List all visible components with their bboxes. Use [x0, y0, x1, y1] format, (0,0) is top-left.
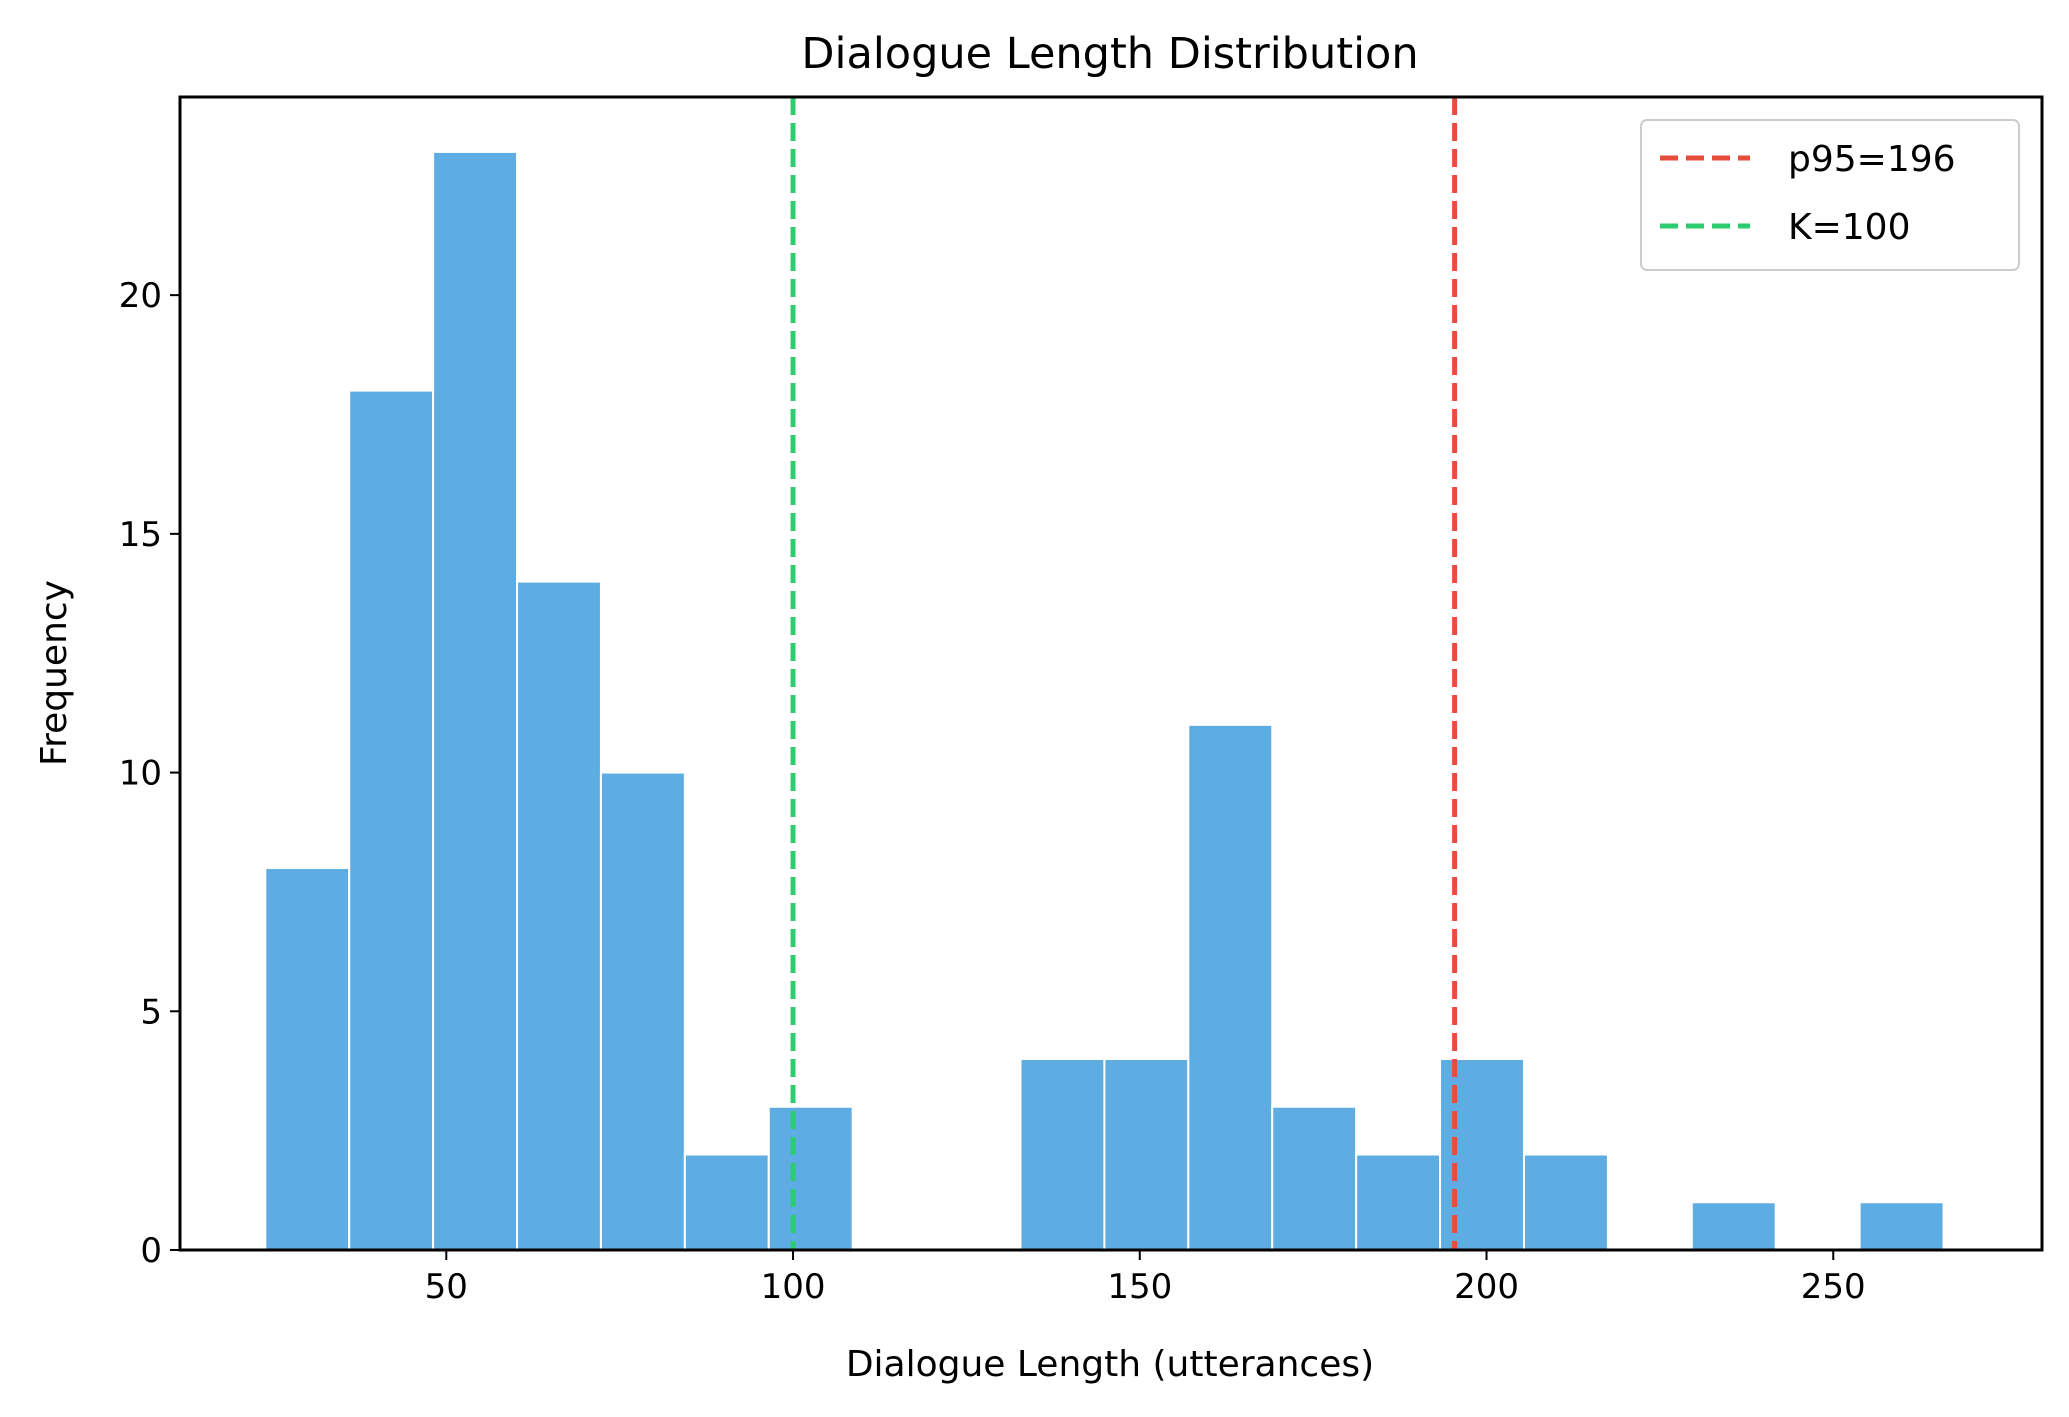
histogram-bar — [1858, 1201, 1945, 1251]
x-tick-label: 250 — [1801, 1267, 1866, 1307]
legend-box — [1640, 119, 2020, 271]
y-tick-label: 0 — [140, 1231, 162, 1271]
legend-label: K=100 — [1788, 207, 1910, 248]
x-tick-label: 50 — [425, 1267, 468, 1307]
legend: p95=196 K=100 — [1640, 119, 2020, 271]
histogram-bar — [1271, 1105, 1358, 1251]
y-tick-label: 10 — [119, 754, 162, 794]
histogram-bar — [264, 867, 351, 1251]
reference-lines — [790, 97, 1458, 1250]
y-tick-label: 20 — [119, 276, 162, 316]
y-tick-label: 15 — [119, 515, 162, 555]
histogram-bar — [1187, 723, 1274, 1251]
histogram-bar — [348, 389, 435, 1252]
histogram-bar — [767, 1105, 854, 1251]
histogram-bar — [432, 150, 519, 1251]
histogram-bar — [1103, 1058, 1190, 1251]
x-axis-label: Dialogue Length (utterances) — [846, 1344, 1374, 1385]
histogram-bar — [1522, 1153, 1609, 1251]
chart-title: Dialogue Length Distribution — [801, 29, 1418, 79]
histogram-bar — [1355, 1153, 1442, 1251]
x-tick-label: 100 — [761, 1267, 826, 1307]
x-axis-ticks: 50 100 150 200 250 — [425, 1250, 1866, 1307]
histogram-bars — [264, 150, 1945, 1252]
y-axis-label: Frequency — [34, 580, 75, 766]
histogram-bar — [1690, 1201, 1777, 1251]
plot-frame — [178, 95, 2044, 1252]
x-tick-label: 200 — [1454, 1267, 1519, 1307]
y-axis-ticks: 0 5 10 15 20 — [119, 276, 180, 1271]
x-tick-label: 150 — [1107, 1267, 1172, 1307]
histogram-bar — [683, 1153, 770, 1251]
legend-items: p95=196 K=100 — [1660, 139, 1956, 248]
histogram-bar — [516, 580, 602, 1251]
y-tick-label: 5 — [140, 992, 162, 1032]
histogram-bar — [1019, 1058, 1106, 1251]
legend-label: p95=196 — [1788, 139, 1956, 180]
histogram-bar — [599, 771, 686, 1251]
